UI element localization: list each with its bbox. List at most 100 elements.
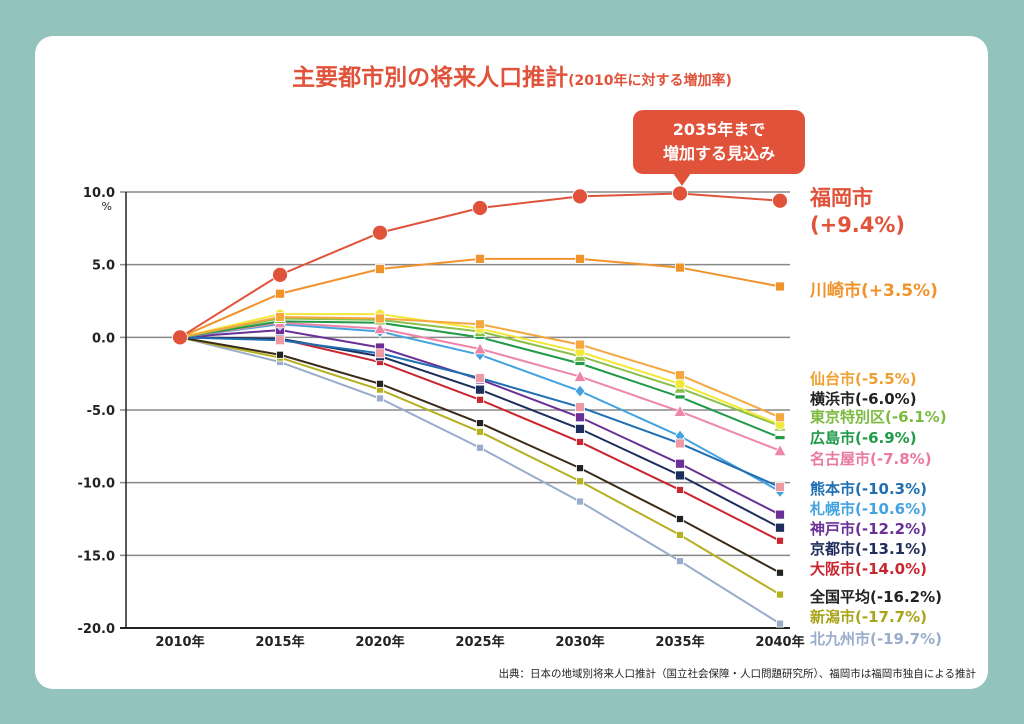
- data-point: [573, 369, 587, 382]
- data-point: [272, 266, 288, 283]
- series-name: 京都市: [810, 540, 856, 558]
- series-name: 札幌市: [810, 500, 856, 518]
- data-point: [775, 412, 785, 423]
- y-tick-label: 10.0: [83, 186, 115, 201]
- callout-annotation: 2035年まで 増加する見込み: [633, 110, 805, 186]
- data-point: [776, 590, 784, 599]
- series-name: 名古屋市: [810, 450, 871, 468]
- series-change: (-6.1%): [885, 408, 947, 426]
- series-熊本市: [179, 335, 785, 492]
- data-point: [276, 350, 284, 359]
- series-change: (-12.2%): [855, 520, 927, 538]
- series-name: 大阪市: [810, 560, 856, 578]
- data-point: [372, 224, 388, 241]
- series-change: (-7.8%): [870, 450, 932, 468]
- data-point: [676, 486, 684, 494]
- series-name: 東京特別区: [810, 408, 886, 426]
- x-tick-label: 2030年: [555, 634, 604, 650]
- series-name: 新潟市: [810, 608, 856, 626]
- data-point: [574, 361, 586, 366]
- data-point: [476, 427, 484, 436]
- series-change: (-19.7%): [870, 630, 942, 648]
- data-point: [275, 312, 285, 322]
- series-label: 川崎市(+3.5%): [810, 276, 938, 301]
- data-point: [673, 404, 687, 417]
- data-point: [572, 188, 588, 205]
- data-point: [676, 531, 684, 539]
- series-label: 名古屋市(-7.8%): [810, 448, 932, 469]
- series-name: 熊本市: [810, 480, 856, 498]
- y-tick-label: -20.0: [78, 622, 115, 637]
- data-point: [776, 536, 784, 545]
- data-point: [275, 288, 285, 299]
- data-point: [476, 419, 484, 427]
- data-point: [775, 281, 785, 292]
- data-point: [375, 348, 385, 359]
- series-change: (-14.0%): [855, 560, 927, 578]
- data-point: [775, 522, 785, 533]
- title-main: 主要都市別の将来人口推計: [292, 65, 569, 91]
- y-tick-label: 0.0: [92, 331, 115, 346]
- data-point: [475, 373, 485, 383]
- series-label: 広島市(-6.9%): [810, 427, 917, 448]
- series-change: (-16.2%): [870, 588, 942, 606]
- origin-point: [172, 329, 188, 346]
- data-point: [575, 412, 585, 423]
- data-point: [773, 443, 787, 457]
- data-point: [576, 477, 584, 486]
- data-point: [676, 515, 684, 523]
- series-change: (-13.1%): [855, 540, 927, 558]
- series-label: 熊本市(-10.3%): [810, 478, 927, 499]
- data-point: [373, 321, 387, 335]
- data-point: [772, 192, 788, 209]
- series-change: (+9.4%): [810, 213, 906, 237]
- x-tick-label: 2040年: [755, 634, 804, 650]
- y-tick-label: -10.0: [78, 477, 115, 492]
- data-point: [575, 402, 585, 412]
- series-change: (-10.6%): [855, 500, 927, 518]
- series-name: 仙台市: [810, 370, 856, 388]
- data-point: [275, 335, 285, 346]
- data-point: [675, 370, 685, 381]
- y-tick-label: -5.0: [87, 404, 115, 419]
- data-point: [576, 464, 584, 473]
- data-point: [476, 443, 484, 452]
- data-point: [776, 619, 784, 628]
- y-tick-label: -15.0: [78, 549, 115, 564]
- x-tick-label: 2010年: [155, 634, 204, 650]
- data-point: [376, 394, 384, 403]
- x-tick-label: 2025年: [455, 634, 504, 650]
- data-point: [375, 264, 385, 274]
- series-label: 北九州市(-19.7%): [810, 628, 942, 649]
- x-tick-label: 2020年: [355, 634, 404, 650]
- data-point: [774, 435, 786, 441]
- data-point: [576, 497, 584, 506]
- series-label: 全国平均(-16.2%): [810, 586, 942, 607]
- data-point: [674, 394, 686, 400]
- series-福岡市: [179, 185, 788, 339]
- data-point: [672, 185, 688, 202]
- data-point: [776, 568, 784, 577]
- chart-card: [35, 36, 988, 689]
- series-name: 北九州市: [810, 630, 871, 648]
- series-北九州市: [179, 336, 784, 628]
- data-point: [575, 423, 585, 434]
- data-point: [675, 470, 685, 481]
- data-point: [574, 384, 586, 398]
- series-label: 大阪市(-14.0%): [810, 558, 927, 579]
- series-label: 札幌市(-10.6%): [810, 498, 927, 519]
- callout-line1: 2035年まで: [672, 120, 766, 139]
- x-tick-label: 2015年: [255, 634, 304, 650]
- series-change: (-6.9%): [855, 429, 917, 447]
- series-大阪市: [179, 334, 784, 545]
- data-point: [375, 313, 385, 324]
- series-label: 京都市(-13.1%): [810, 538, 927, 559]
- title-sub: (2010年に対する増加率): [568, 73, 732, 89]
- series-line: [179, 336, 781, 542]
- data-point: [676, 557, 684, 566]
- series-label: 東京特別区(-6.1%): [810, 406, 947, 427]
- series-全国平均: [179, 336, 784, 577]
- series-name: 広島市: [810, 429, 856, 447]
- chart-title: 主要都市別の将来人口推計(2010年に対する増加率): [0, 58, 1024, 92]
